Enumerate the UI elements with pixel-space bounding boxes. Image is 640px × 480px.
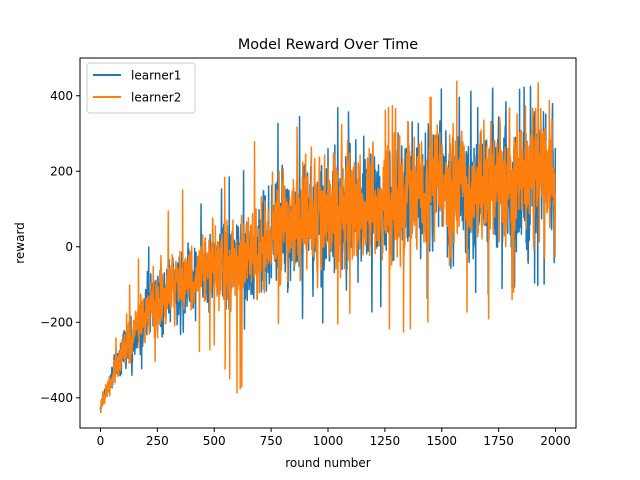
- x-axis-ticks: 0 250 500 750 1000 1250 1500 1750 2000: [97, 428, 571, 448]
- x-tick-label: 500: [203, 434, 226, 448]
- x-axis-label: round number: [285, 456, 371, 470]
- y-tick-label: 0: [65, 240, 73, 254]
- y-axis-label: reward: [13, 222, 27, 264]
- x-tick-label: 750: [260, 434, 283, 448]
- x-tick-label: 1000: [313, 434, 344, 448]
- legend: learner1 learner2: [86, 62, 196, 114]
- x-tick-label: 2000: [540, 434, 571, 448]
- y-tick-label: −400: [40, 391, 73, 405]
- y-tick-label: 200: [50, 165, 73, 179]
- y-tick-label: 400: [50, 89, 73, 103]
- series-line-learner2: [99, 80, 557, 412]
- legend-label-learner2: learner2: [131, 91, 181, 105]
- y-axis-ticks: −400 −200 0 200 400: [40, 89, 80, 405]
- x-tick-label: 0: [97, 434, 105, 448]
- x-tick-label: 1750: [483, 434, 514, 448]
- y-tick-label: −200: [40, 316, 73, 330]
- legend-label-learner1: learner1: [131, 69, 181, 83]
- chart-title: Model Reward Over Time: [238, 37, 418, 53]
- x-tick-label: 1500: [426, 434, 457, 448]
- x-tick-label: 1250: [370, 434, 401, 448]
- x-tick-label: 250: [146, 434, 169, 448]
- series-layer: [99, 80, 557, 414]
